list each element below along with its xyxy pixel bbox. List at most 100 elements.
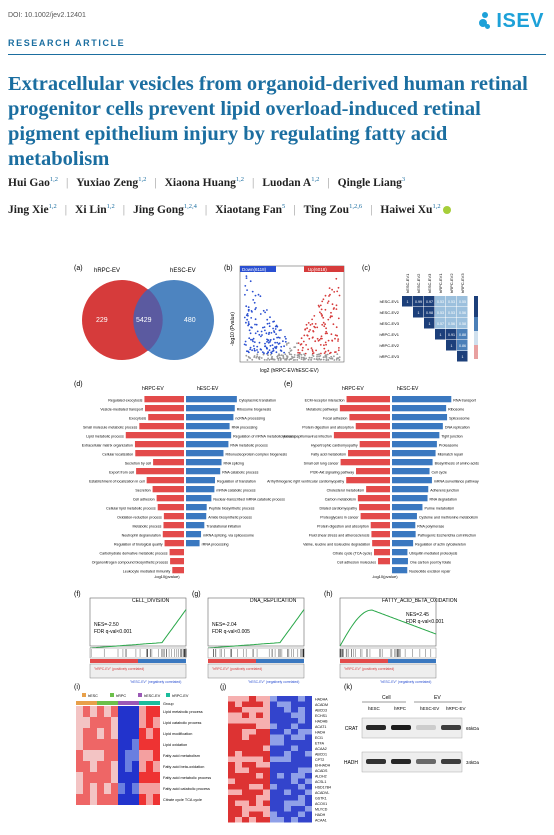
volcano-point (322, 358, 325, 361)
bar-right (392, 477, 432, 484)
heatj-cell (305, 811, 312, 817)
heatj-cell (284, 762, 291, 768)
volcano-point (291, 355, 293, 358)
volcano-point (335, 358, 338, 361)
heatj-cell (249, 817, 256, 823)
volcano-point (256, 353, 259, 356)
corr-colorbar (474, 338, 478, 345)
corr-value: 0.98 (426, 311, 433, 315)
heat-legend-label: hESC-EV (144, 694, 161, 698)
volcano-point (319, 344, 322, 346)
volcano-point (274, 341, 276, 344)
author-name[interactable]: Ting Zou1,2,6 (303, 202, 363, 216)
heatj-cell (242, 712, 249, 718)
heat-cell (132, 761, 139, 772)
corr-cell (446, 340, 457, 351)
heatj-cell (277, 762, 284, 768)
author-name[interactable]: Qingle Liang3 (337, 176, 406, 189)
heatj-cell (228, 778, 235, 784)
heatj-cell (277, 778, 284, 784)
heatj-cell (270, 806, 277, 812)
corr-value: 1 (451, 344, 453, 348)
heatj-cell (291, 756, 298, 762)
heatj-gene-label: ACADVL (315, 791, 329, 795)
pathway-heatmap: hESC hRPC hESC-EV hRPC-EV Group Lipid metabol… (76, 693, 211, 805)
volcano-point (324, 341, 327, 344)
heatj-cell (263, 800, 270, 806)
panel-a-label: (a) (74, 265, 83, 272)
volcano-point (276, 357, 279, 360)
bar-left (152, 486, 184, 493)
volcano-point (284, 353, 287, 356)
volcano-point (254, 308, 257, 311)
volcano-point (255, 323, 258, 326)
heatj-cell (263, 696, 270, 702)
volcano-point (322, 298, 325, 301)
heat-cell (125, 706, 132, 717)
heat-cell (118, 794, 125, 805)
volcano-point (246, 318, 249, 321)
volcano-point (337, 349, 340, 352)
heatj-cell (256, 745, 263, 751)
volcano-point (255, 307, 257, 309)
volcano-point (318, 357, 321, 360)
bar-left-label: Cell adhesion (133, 497, 155, 501)
bar-left (172, 567, 184, 574)
author-name[interactable]: Hui Gao1,2 (8, 176, 58, 189)
volcano-point (280, 350, 283, 352)
heatj-cell (270, 723, 277, 729)
heatj-cell (270, 811, 277, 817)
bar-left-label: PI3K-Akt signaling pathway (310, 470, 354, 474)
volcano-point (297, 342, 300, 344)
volcano-point (329, 293, 331, 296)
heatj-cell (263, 795, 270, 801)
volcano-point (338, 294, 341, 297)
volcano-point (330, 333, 333, 336)
bar-right-label: Pathogenic Escherichia coli infection (418, 533, 476, 537)
volcano-point (331, 288, 333, 291)
heatj-cell (277, 751, 284, 757)
author-separator: | (252, 176, 255, 189)
gsea-title: FATTY_ACID_BETA_OXIDATION (382, 598, 458, 604)
author-name[interactable]: Xiaotang Fan5 (215, 202, 286, 216)
volcano-point (260, 357, 263, 359)
heatj-cell (242, 740, 249, 746)
bar-right-label: Purine metabolism (424, 506, 454, 510)
author-name[interactable]: Jing Gong1,2,4 (133, 202, 197, 216)
heatj-cell (242, 734, 249, 740)
wb-cell-label: Cell (382, 695, 391, 701)
author-name[interactable]: Haiwei Xu1,2 (380, 195, 451, 222)
orcid-icon[interactable] (442, 206, 451, 215)
heatj-cell (270, 795, 277, 801)
volcano-point (318, 339, 321, 341)
heatj-cell (270, 734, 277, 740)
volcano-point (260, 348, 263, 351)
bar-left (349, 414, 390, 421)
volcano-point (324, 356, 327, 358)
author-name[interactable]: Xiaona Huang1,2 (164, 176, 245, 189)
author-name[interactable]: Luodan A1,2 (262, 176, 320, 189)
heatj-cell (249, 773, 256, 779)
volcano-point (266, 359, 268, 361)
heat-cell (111, 761, 118, 772)
bar-left-label: Protein digestion and absorption (317, 524, 369, 528)
corr-value: 0.97 (426, 300, 433, 304)
heatj-cell (270, 712, 277, 718)
author-name[interactable]: Xi Lin1,2 (75, 202, 115, 216)
volcano-point (251, 349, 254, 352)
journal-logo[interactable]: ISEV (479, 10, 544, 33)
panel-b-label: (b) (224, 265, 233, 272)
heatj-cell (270, 729, 277, 735)
author-name[interactable]: Yuxiao Zeng1,2 (76, 176, 147, 189)
volcano-point (327, 349, 330, 352)
volcano-point (274, 325, 277, 328)
author-name[interactable]: Jing Xie1,2 (8, 202, 57, 216)
volcano-point (286, 342, 288, 345)
volcano-point (246, 289, 249, 291)
heat-cell (111, 728, 118, 739)
volcano-point (260, 330, 263, 333)
heatj-cell (228, 751, 235, 757)
e-left-title: hRPC-EV (342, 386, 364, 392)
heatj-cell (256, 723, 263, 729)
doi-text: DOI: 10.1002/jev2.12401 (8, 12, 86, 19)
